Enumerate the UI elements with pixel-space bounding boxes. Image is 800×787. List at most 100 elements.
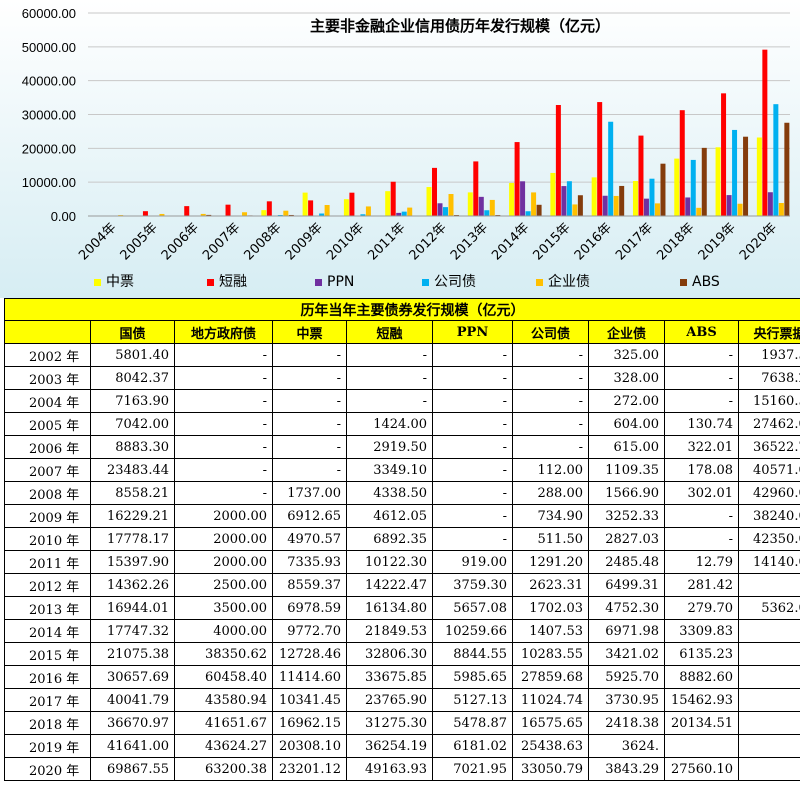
value-cell: 3730.95 xyxy=(588,688,665,712)
value-cell: 4970.57 xyxy=(272,527,347,551)
value-cell: 41641.00 xyxy=(90,734,175,758)
bar-企业债 xyxy=(407,207,413,216)
value-cell: 322.01 xyxy=(664,435,739,459)
value-cell: 1407.53 xyxy=(512,619,589,643)
bar-ABS xyxy=(660,163,666,216)
bar-PPN xyxy=(767,192,773,216)
value-cell: 2000.00 xyxy=(174,527,273,551)
value-cell: 8042.37 xyxy=(90,366,175,390)
value-cell: 3500.00 xyxy=(174,596,273,620)
column-header: ABS xyxy=(664,320,739,344)
bar-PPN xyxy=(561,186,567,216)
value-cell: 2500.00 xyxy=(174,573,273,597)
value-cell: 288.00 xyxy=(512,481,589,505)
value-cell: 5801.40 xyxy=(90,343,175,367)
legend-label: 中票 xyxy=(106,274,134,290)
value-cell: 10259.66 xyxy=(432,619,513,643)
bar-企业债 xyxy=(778,202,784,216)
value-cell: 2827.03 xyxy=(588,527,665,551)
legend-label: 企业债 xyxy=(548,273,590,290)
year-cell: 2013 年 xyxy=(4,596,91,620)
value-cell: 15462.93 xyxy=(664,688,739,712)
legend-swatch xyxy=(536,279,543,286)
bond-issuance-table-container: 历年当年主要债券发行规模（亿元） 国债 地方政府债 中票 短融 PPN 公司债 企业债 ABS… xyxy=(4,298,800,781)
value-cell: 14222.47 xyxy=(346,573,433,597)
value-cell: 3624. xyxy=(588,734,665,758)
bar-企业债 xyxy=(489,199,495,216)
value-cell: - xyxy=(432,389,513,413)
y-tick-label: 40000.00 xyxy=(22,74,76,89)
value-cell: - xyxy=(664,389,739,413)
y-tick-label: 10000.00 xyxy=(22,175,76,190)
value-cell: 43624.27 xyxy=(174,734,273,758)
value-cell: 6971.98 xyxy=(588,619,665,643)
bar-中票 xyxy=(674,158,680,216)
legend-swatch xyxy=(315,279,322,286)
value-cell: 49163.93 xyxy=(346,757,433,781)
bar-ABS xyxy=(536,204,542,216)
bar-ABS xyxy=(701,147,707,216)
bar-短融 xyxy=(638,135,644,216)
value-cell: 12.79 xyxy=(664,550,739,574)
bar-公司债 xyxy=(443,207,448,216)
bar-短融 xyxy=(142,211,148,216)
value-cell: 5985.65 xyxy=(432,665,513,689)
value-cell: 1937.50 xyxy=(738,343,800,367)
bar-短融 xyxy=(721,93,727,216)
value-cell: 5925.70 xyxy=(588,665,665,689)
bar-中票 xyxy=(467,192,473,216)
value-cell: - xyxy=(432,412,513,436)
table-row: 2013 年 16944.01 3500.00 6978.59 16134.80 5657… xyxy=(4,596,800,620)
bar-公司债 xyxy=(401,211,407,216)
table-row: 2018 年 36670.97 41651.67 16962.15 31275.30 54… xyxy=(4,711,800,735)
value-cell: 604.00 xyxy=(588,412,665,436)
bar-企业债 xyxy=(200,213,206,216)
value-cell: 919.00 xyxy=(432,550,513,574)
y-tick-label: 30000.00 xyxy=(22,108,76,123)
value-cell: 5657.08 xyxy=(432,596,513,620)
value-cell: 27560.10 xyxy=(664,757,739,781)
value-cell: 16944.01 xyxy=(90,596,175,620)
bar-中票 xyxy=(426,187,432,216)
value-cell: - xyxy=(346,389,433,413)
year-cell: 2005 年 xyxy=(4,412,91,436)
legend-swatch xyxy=(94,279,101,286)
value-cell: - xyxy=(174,343,273,367)
value-cell: 7335.93 xyxy=(272,550,347,574)
value-cell: 1737.00 xyxy=(272,481,347,505)
bar-PPN xyxy=(396,212,402,216)
value-cell: 11414.60 xyxy=(272,665,347,689)
value-cell: 30657.69 xyxy=(90,665,175,689)
value-cell: 9772.70 xyxy=(272,619,347,643)
bar-短融 xyxy=(679,110,685,216)
value-cell: 7021.95 xyxy=(432,757,513,781)
bar-ABS xyxy=(288,214,294,216)
value-cell: 36254.19 xyxy=(346,734,433,758)
value-cell: 2485.48 xyxy=(588,550,665,574)
value-cell: 3252.33 xyxy=(588,504,665,528)
year-cell: 2011 年 xyxy=(4,550,91,574)
value-cell: 15160.50 xyxy=(738,389,800,413)
table-row: 2012 年 14362.26 2500.00 8559.37 14222.47 3759… xyxy=(4,573,800,597)
value-cell: 36670.97 xyxy=(90,711,175,735)
value-cell: - xyxy=(512,343,589,367)
value-cell: 14140.00 xyxy=(738,550,800,574)
value-cell: 6181.02 xyxy=(432,734,513,758)
value-cell: 69867.55 xyxy=(90,757,175,781)
chart-title: 主要非金融企业信用债历年发行规模（亿元） xyxy=(310,17,610,35)
value-cell: 25438.63 xyxy=(512,734,589,758)
bar-公司债 xyxy=(649,178,655,216)
value-cell: 4338.50 xyxy=(346,481,433,505)
value-cell: 33050.79 xyxy=(512,757,589,781)
bar-企业债 xyxy=(324,204,330,216)
year-cell: 2012 年 xyxy=(4,573,91,597)
bar-PPN xyxy=(520,181,526,216)
year-cell: 2003 年 xyxy=(4,366,91,390)
bar-公司债 xyxy=(319,213,325,216)
value-cell: - xyxy=(174,412,273,436)
bar-短融 xyxy=(184,206,190,216)
legend-label: ABS xyxy=(692,274,720,290)
bar-公司债 xyxy=(732,129,738,216)
